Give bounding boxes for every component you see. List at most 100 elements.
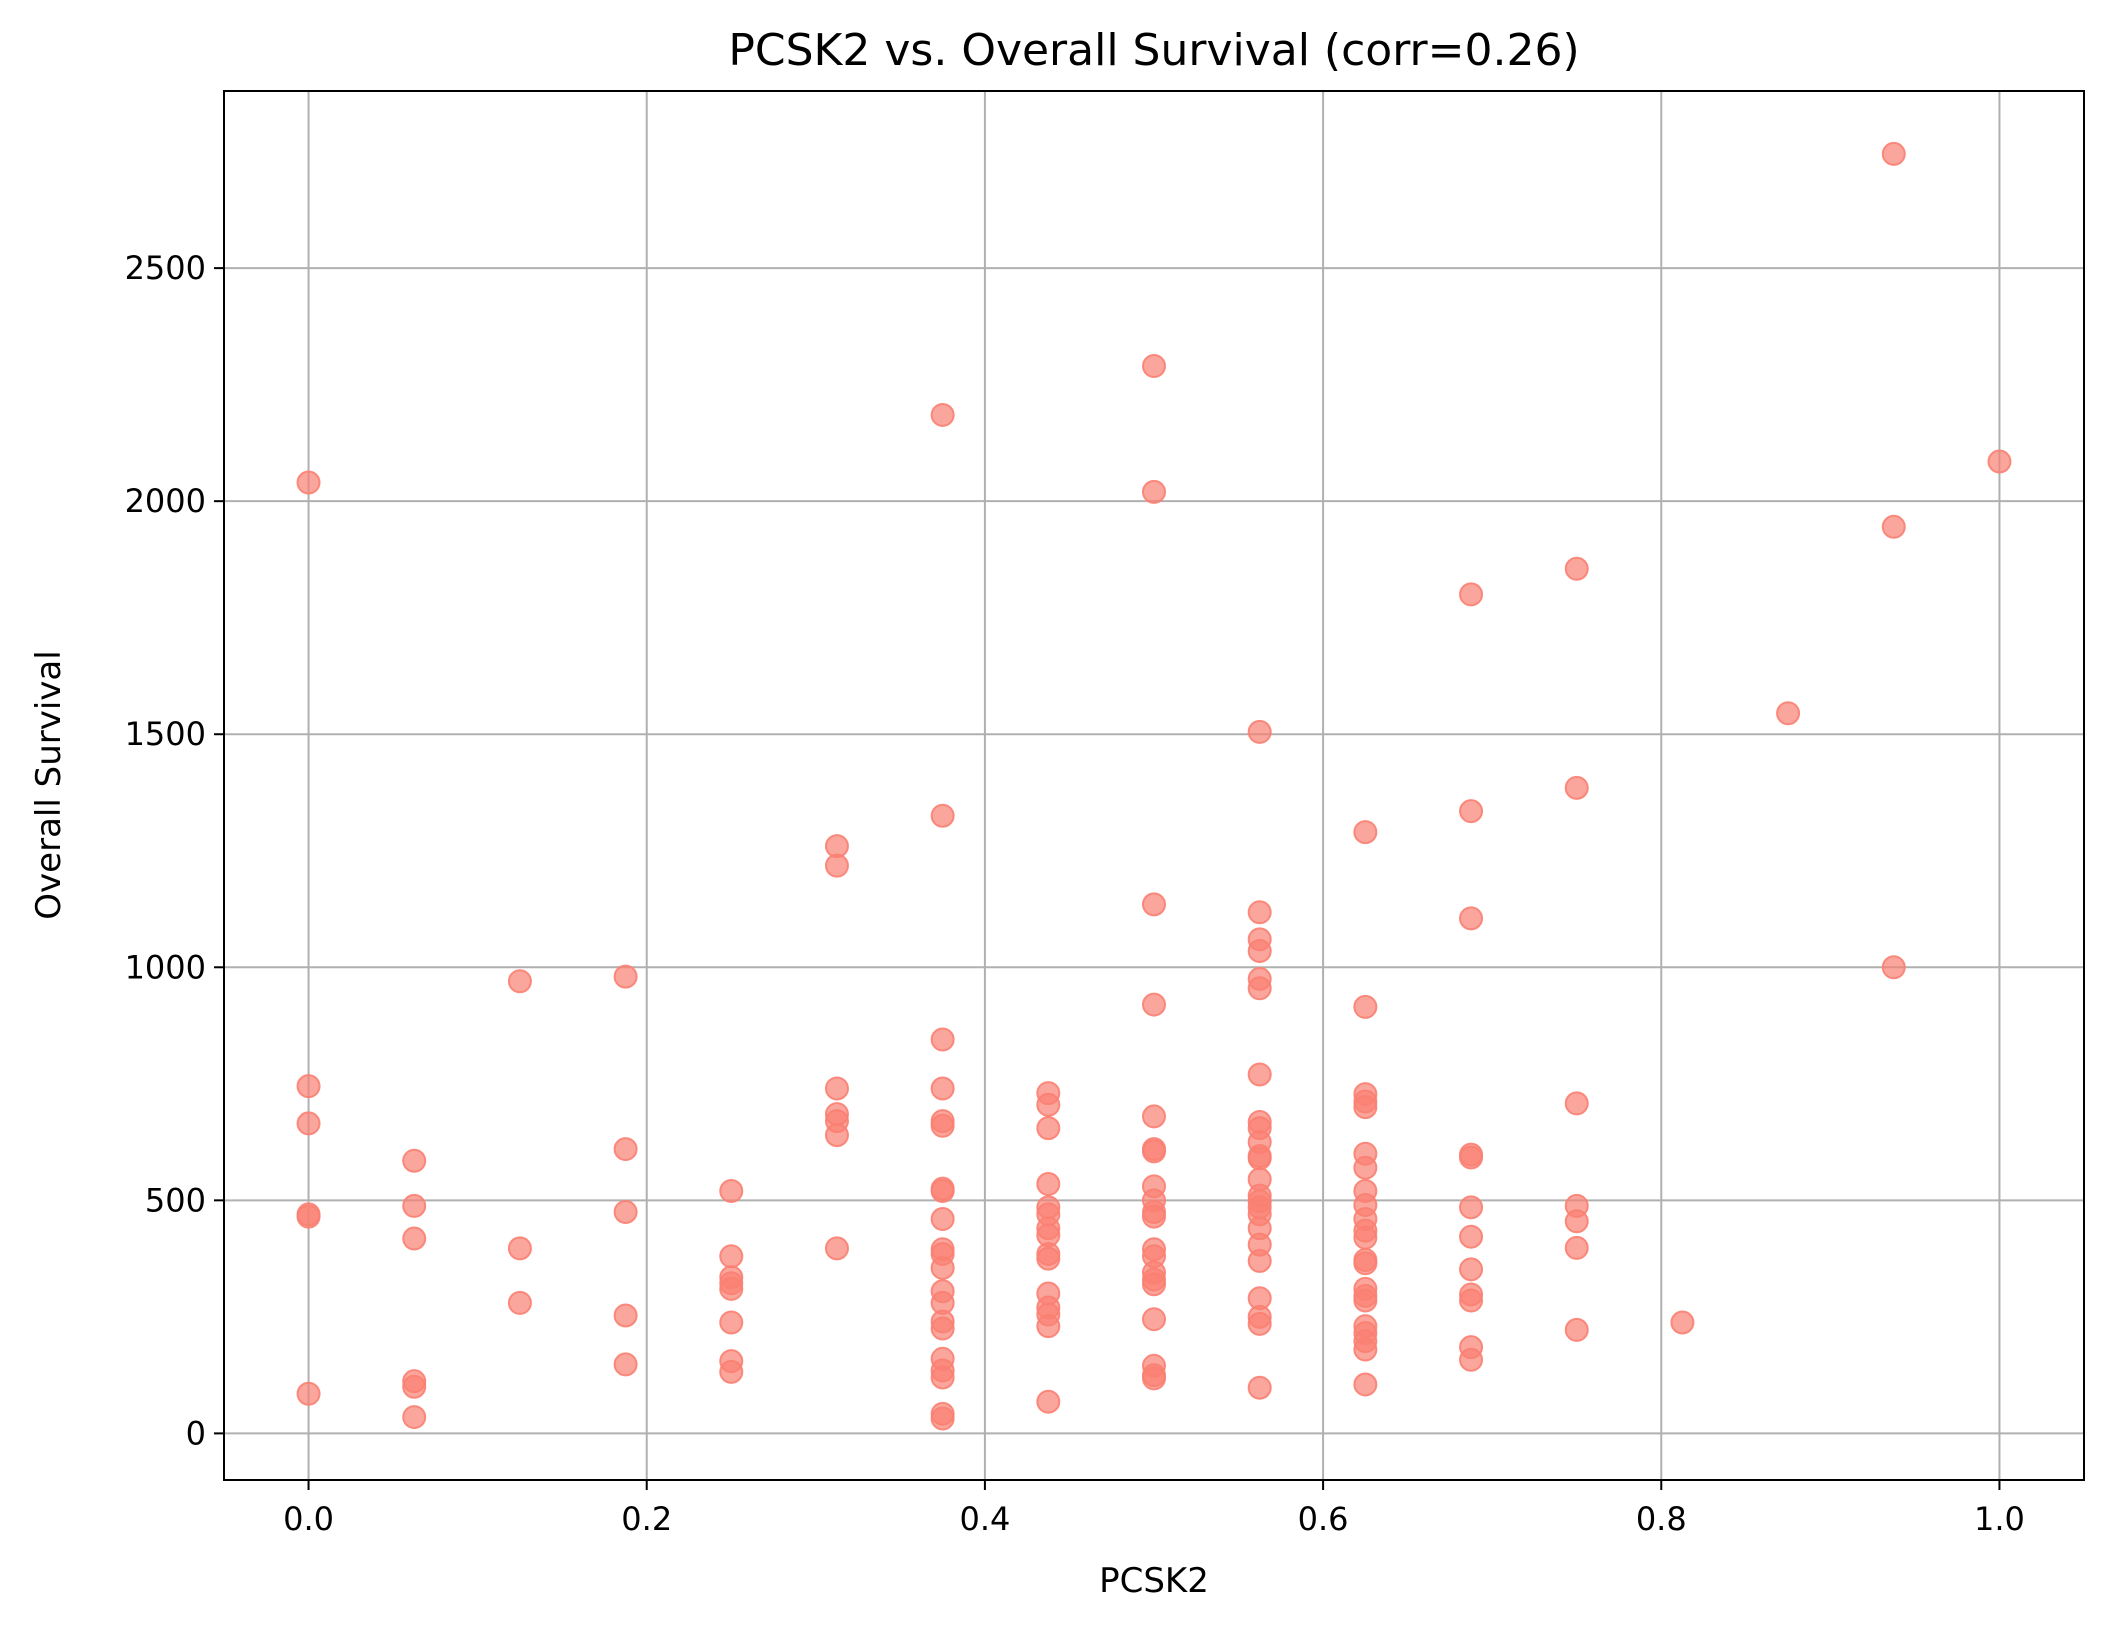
data-point — [1564, 1235, 1589, 1260]
data-point — [1247, 900, 1272, 925]
y-tick-label: 1000 — [125, 948, 206, 986]
grid — [224, 91, 2084, 1480]
data-point — [1353, 1337, 1378, 1362]
data-point — [1670, 1310, 1695, 1335]
data-point — [1564, 556, 1589, 581]
data-point — [1353, 1155, 1378, 1180]
data-point — [824, 1236, 849, 1261]
data-point — [1459, 1145, 1484, 1170]
data-point — [1142, 1366, 1166, 1391]
y-tick-label: 0 — [186, 1414, 206, 1452]
data-point — [1247, 719, 1272, 744]
x-tick-label: 0.2 — [621, 1500, 672, 1538]
data-point — [930, 1255, 955, 1280]
x-tick-label: 1.0 — [1974, 1500, 2025, 1538]
data-point — [1036, 1172, 1061, 1197]
data-point — [1776, 701, 1801, 726]
data-point — [613, 1303, 638, 1328]
data-point — [930, 1316, 955, 1341]
data-point — [930, 402, 955, 427]
y-tick-label: 500 — [145, 1181, 206, 1219]
data-point — [930, 1113, 955, 1138]
data-point — [719, 1359, 744, 1384]
data-point — [1247, 1311, 1272, 1336]
data-point — [1247, 1146, 1272, 1171]
data-point — [296, 1111, 321, 1136]
x-tick-label: 0.8 — [1636, 1500, 1687, 1538]
data-point — [1036, 1314, 1061, 1339]
data-point — [1036, 1389, 1061, 1414]
data-point — [402, 1374, 427, 1399]
data-point — [1353, 994, 1378, 1019]
data-point — [1353, 1372, 1378, 1397]
data-point — [1459, 1224, 1484, 1249]
data-point — [824, 853, 849, 878]
data-point — [1987, 449, 2012, 474]
data-point — [1142, 479, 1166, 504]
data-point — [1353, 1095, 1378, 1120]
data-point — [1142, 992, 1166, 1017]
y-tick-label: 2000 — [125, 482, 206, 520]
data-points — [296, 141, 2012, 1431]
data-point — [1036, 1116, 1061, 1141]
x-axis: 0.0 0.2 0.4 0.6 0.8 1.0 — [283, 1480, 2025, 1538]
data-point — [1564, 1209, 1589, 1234]
data-point — [1353, 820, 1378, 845]
data-point — [1142, 354, 1166, 379]
y-axis: 0 500 1000 1500 2000 2500 — [125, 249, 224, 1452]
data-point — [1881, 955, 1906, 980]
data-point — [1459, 906, 1484, 931]
data-point — [1247, 938, 1272, 963]
data-point — [1247, 1375, 1272, 1400]
plot-frame — [223, 90, 2085, 1481]
data-point — [1247, 1248, 1272, 1273]
data-point — [1353, 1288, 1378, 1313]
data-point — [824, 1123, 849, 1148]
data-point — [719, 1244, 744, 1269]
data-point — [1353, 1225, 1378, 1250]
data-point — [613, 1352, 638, 1377]
chart-title: PCSK2 vs. Overall Survival (corr=0.26) — [728, 25, 1579, 76]
data-point — [1036, 1246, 1061, 1271]
data-point — [824, 1076, 849, 1101]
data-point — [1459, 1288, 1484, 1313]
data-point — [613, 964, 638, 989]
data-point — [1142, 1272, 1166, 1297]
data-point — [930, 803, 955, 828]
data-point — [1036, 1092, 1061, 1117]
x-tick-label: 0.4 — [959, 1500, 1010, 1538]
data-point — [507, 1290, 532, 1315]
data-point — [296, 1204, 321, 1229]
y-axis-label: Overall Survival — [29, 650, 69, 919]
data-point — [930, 1027, 955, 1052]
data-point — [1142, 1104, 1166, 1129]
x-tick-label: 0.6 — [1298, 1500, 1349, 1538]
data-point — [402, 1405, 427, 1430]
data-point — [507, 1236, 532, 1261]
data-point — [1564, 775, 1589, 800]
data-point — [1142, 1139, 1166, 1164]
data-point — [1142, 892, 1166, 917]
data-point — [1142, 1307, 1166, 1332]
data-point — [930, 1206, 955, 1231]
data-point — [613, 1199, 638, 1224]
data-point — [507, 969, 532, 994]
data-point — [1142, 1204, 1166, 1229]
data-point — [1353, 1251, 1378, 1276]
data-point — [296, 470, 321, 495]
data-point — [719, 1276, 744, 1301]
x-axis-label: PCSK2 — [1099, 1561, 1209, 1601]
y-tick-label: 2500 — [125, 249, 206, 287]
data-point — [1564, 1091, 1589, 1116]
data-point — [1564, 1317, 1589, 1342]
y-tick-label: 1500 — [125, 715, 206, 753]
data-point — [719, 1179, 744, 1204]
data-point — [1459, 1257, 1484, 1282]
data-point — [613, 1137, 638, 1162]
data-point — [930, 1076, 955, 1101]
data-point — [930, 1406, 955, 1431]
data-point — [296, 1381, 321, 1406]
x-tick-label: 0.0 — [283, 1500, 334, 1538]
